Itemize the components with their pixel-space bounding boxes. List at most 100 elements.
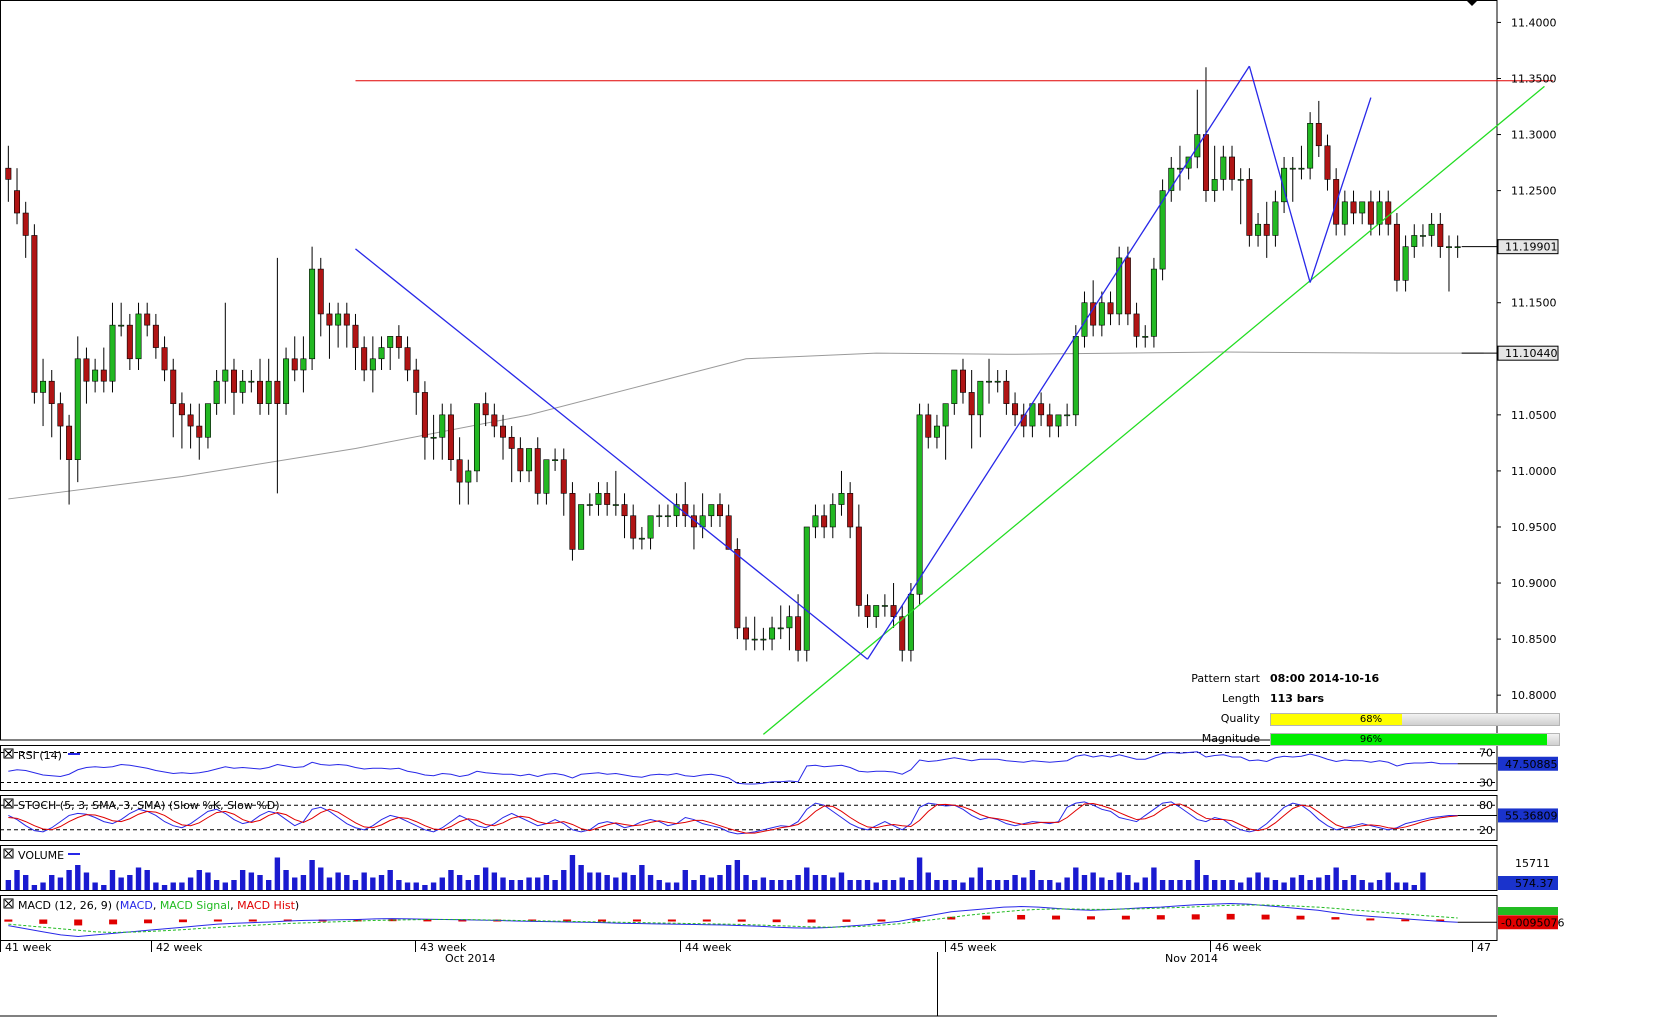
macd-hist-bar	[842, 919, 851, 922]
pattern-leg-4	[1309, 97, 1372, 283]
volume-bar	[1159, 880, 1166, 890]
volume-bar	[1211, 880, 1218, 890]
macd-hist-bar	[982, 915, 991, 920]
volume-bar	[1333, 867, 1339, 890]
volume-bar	[526, 877, 532, 890]
candle-body-down	[1202, 134, 1209, 191]
volume-bar	[977, 867, 984, 890]
volume-bar	[517, 880, 524, 890]
volume-bar	[1402, 882, 1409, 890]
candle-body-up	[265, 380, 272, 404]
candle	[508, 426, 515, 483]
volume-bar	[448, 870, 454, 890]
candle	[1107, 291, 1114, 326]
price-tick-label: 11.4000	[1511, 16, 1557, 29]
candle-body-down	[716, 504, 723, 517]
rsi-border	[0, 745, 1498, 791]
candle	[829, 493, 836, 539]
volume-border	[0, 845, 1498, 891]
candle-body-down	[1133, 313, 1140, 337]
candle-body-down	[500, 425, 507, 438]
volume-bar	[552, 880, 558, 890]
candle	[196, 403, 203, 460]
macd-hist-bar	[213, 919, 222, 922]
candle	[14, 168, 21, 225]
macd-title: MACD (12, 26, 9) (MACD, MACD Signal, MAC…	[18, 899, 299, 912]
week-label: 41 week	[5, 941, 52, 954]
volume-bar	[456, 875, 463, 890]
candle-body-down	[1385, 201, 1392, 225]
candle-body-down	[821, 515, 828, 528]
candle	[92, 358, 99, 393]
candle	[942, 403, 949, 460]
volume-bar	[370, 877, 376, 890]
volume-bar	[179, 882, 185, 890]
price-tick-label: 11.3000	[1511, 129, 1557, 142]
candle-body-up	[907, 593, 914, 651]
volume-bar	[474, 875, 480, 890]
current-price-box	[1497, 239, 1559, 255]
length-label: Length	[1222, 692, 1260, 705]
volume-bar	[899, 877, 905, 890]
candle-body-down	[1324, 145, 1331, 180]
macd-hist-bar	[1366, 918, 1375, 921]
volume-title: VOLUME	[18, 849, 64, 862]
candle	[378, 336, 385, 370]
macd-title-part: MACD (12, 26, 9) (	[18, 899, 120, 912]
candle	[899, 605, 906, 662]
candle	[1281, 156, 1288, 214]
candle	[933, 414, 940, 449]
candle-body-down	[22, 212, 29, 236]
candle-body-up	[222, 369, 229, 382]
volume-bar	[1177, 880, 1183, 890]
candle	[1072, 325, 1079, 427]
candle-body-up	[812, 515, 819, 528]
candle	[48, 370, 55, 438]
macd-hist-bar	[4, 919, 13, 922]
candle-body-up	[1341, 201, 1348, 225]
candle-body-up	[1055, 414, 1062, 427]
candle-body-up	[1376, 201, 1383, 225]
week-label: 47	[1477, 941, 1491, 954]
volume-bar	[482, 867, 489, 890]
price-tick-label: 11.1500	[1511, 297, 1557, 310]
volume-bar	[673, 882, 680, 890]
candle	[560, 448, 567, 516]
candle-body-up	[803, 526, 810, 651]
candle	[951, 369, 958, 415]
candle	[439, 403, 446, 460]
volume-bar	[587, 872, 593, 890]
candle	[1220, 145, 1227, 191]
volume-bar	[1255, 872, 1261, 890]
price-tick-label: 10.8000	[1511, 689, 1557, 702]
candle	[1437, 213, 1444, 258]
candle	[404, 336, 411, 382]
candle	[994, 370, 1001, 393]
volume-bar	[1220, 880, 1227, 890]
volume-bar	[691, 880, 697, 890]
candle-body-up	[1116, 257, 1123, 315]
volume-bar	[682, 870, 688, 890]
macd-hist-bar	[458, 919, 467, 922]
candle-body-down	[560, 459, 567, 494]
candle	[204, 403, 211, 449]
macd-hist-bar	[1052, 915, 1061, 920]
macd-hist-bar	[947, 916, 956, 920]
macd-hist-bar	[74, 919, 83, 926]
candle	[100, 347, 107, 393]
volume-bar	[75, 865, 81, 890]
candle-body-up	[1411, 235, 1418, 247]
candle-body-up	[1255, 223, 1262, 236]
volume-bar	[266, 880, 272, 890]
volume-bar	[352, 880, 359, 890]
candle-body-down	[1367, 201, 1374, 225]
volume-bar	[1133, 882, 1140, 890]
pattern-lines	[355, 65, 1554, 735]
volume-bar	[1376, 880, 1383, 890]
candle-body-down	[482, 403, 489, 416]
candle	[57, 392, 64, 460]
candle	[552, 448, 559, 471]
candle	[144, 302, 151, 337]
candle	[1298, 145, 1305, 180]
candle	[230, 358, 237, 415]
